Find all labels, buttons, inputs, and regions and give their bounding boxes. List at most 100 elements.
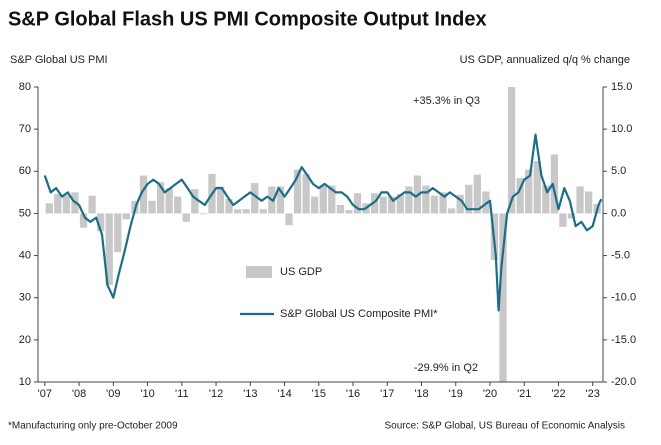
x-tick-label: '08 xyxy=(72,388,86,400)
bar xyxy=(328,185,336,214)
bar xyxy=(105,213,113,286)
bar xyxy=(542,185,550,214)
y-tick-label: 50 xyxy=(19,207,31,219)
y2-tick-label: -10.0 xyxy=(611,292,636,304)
bar xyxy=(396,194,404,214)
y-tick-label: 30 xyxy=(19,292,31,304)
bar xyxy=(276,186,285,214)
bar xyxy=(465,184,473,214)
chart-title: S&P Global Flash US PMI Composite Output… xyxy=(8,8,487,30)
y2-axis-label: US GDP, annualized q/q % change xyxy=(460,54,630,66)
bar xyxy=(473,174,481,214)
y-tick-label: 70 xyxy=(19,123,31,135)
source: Source: S&P Global, US Bureau of Economi… xyxy=(385,421,626,432)
bar xyxy=(251,183,259,214)
y-tick-label: 10 xyxy=(19,376,31,388)
x-tick-label: '14 xyxy=(277,388,291,400)
bar xyxy=(439,192,447,214)
bar xyxy=(216,186,225,214)
x-tick-label: '17 xyxy=(380,388,394,400)
bar xyxy=(199,213,208,215)
bar xyxy=(550,154,559,214)
bar xyxy=(225,199,233,214)
legend-swatch xyxy=(246,266,272,278)
x-tick-label: '16 xyxy=(346,388,360,400)
bar xyxy=(388,196,396,214)
bar xyxy=(293,169,302,214)
bar xyxy=(285,213,293,226)
x-tick-label: '15 xyxy=(312,388,326,400)
bar xyxy=(507,87,516,214)
bar xyxy=(174,196,182,214)
bar xyxy=(448,208,456,214)
bar-layer xyxy=(45,87,601,382)
bar xyxy=(45,203,53,214)
x-tick-label: '12 xyxy=(209,388,223,400)
x-tick-label: '18 xyxy=(414,388,428,400)
bar xyxy=(422,185,430,214)
y-axis-label: S&P Global US PMI xyxy=(10,54,108,66)
bar xyxy=(576,186,584,214)
y2-tick-label: -15.0 xyxy=(611,334,636,346)
y2-tick-label: -20.0 xyxy=(611,376,636,388)
x-tick-label: '07 xyxy=(38,388,52,400)
bar xyxy=(259,209,267,214)
bar xyxy=(516,178,524,214)
bar xyxy=(79,213,88,228)
bar xyxy=(191,188,199,214)
bar xyxy=(430,195,439,214)
bar xyxy=(559,213,567,227)
x-tick-label: '09 xyxy=(106,388,120,400)
bar xyxy=(567,213,576,219)
bar xyxy=(456,194,464,214)
bar xyxy=(525,169,533,214)
bar xyxy=(405,186,413,214)
bar xyxy=(319,185,327,214)
x-tick-label: '11 xyxy=(175,388,189,400)
x-tick-label: '22 xyxy=(551,388,565,400)
annotation: -29.9% in Q2 xyxy=(414,362,478,374)
bar xyxy=(336,205,344,214)
bar xyxy=(88,195,96,214)
y-tick-label: 20 xyxy=(19,334,31,346)
bar xyxy=(122,213,130,220)
y2-tick-label: 10.0 xyxy=(611,123,632,135)
y-tick-label: 60 xyxy=(19,165,31,177)
bar xyxy=(311,196,319,214)
x-tick-label: '13 xyxy=(243,388,257,400)
bar xyxy=(584,191,593,214)
bar xyxy=(242,209,250,214)
bar xyxy=(533,161,541,214)
legend-label: US GDP xyxy=(280,266,322,278)
x-tick-label: '23 xyxy=(586,388,600,400)
x-tick-label: '10 xyxy=(140,388,154,400)
bar xyxy=(114,213,122,253)
bar xyxy=(156,182,165,214)
bar xyxy=(139,175,148,214)
footnote: *Manufacturing only pre-October 2009 xyxy=(8,421,178,432)
bar xyxy=(97,213,105,232)
bar xyxy=(370,193,379,214)
bar xyxy=(353,193,362,214)
y2-tick-label: 0.0 xyxy=(611,207,626,219)
y2-tick-label: 15.0 xyxy=(611,81,632,93)
bar xyxy=(379,196,387,214)
bar xyxy=(345,210,353,214)
bar xyxy=(182,213,190,222)
bar xyxy=(499,213,507,382)
bar xyxy=(165,188,173,214)
y2-tick-label: -5.0 xyxy=(611,249,630,261)
line xyxy=(43,133,603,312)
annotation: +35.3% in Q3 xyxy=(413,95,480,107)
y-tick-label: 80 xyxy=(19,81,31,93)
y2-tick-label: 5.0 xyxy=(611,165,626,177)
bar xyxy=(148,200,156,214)
x-tick-label: '19 xyxy=(449,388,463,400)
bar xyxy=(62,194,71,214)
line-layer xyxy=(43,133,603,312)
bar xyxy=(302,173,310,214)
x-tick-label: '21 xyxy=(517,388,531,400)
bar xyxy=(54,194,62,214)
legend-label: S&P Global US Composite PMI* xyxy=(280,308,438,320)
